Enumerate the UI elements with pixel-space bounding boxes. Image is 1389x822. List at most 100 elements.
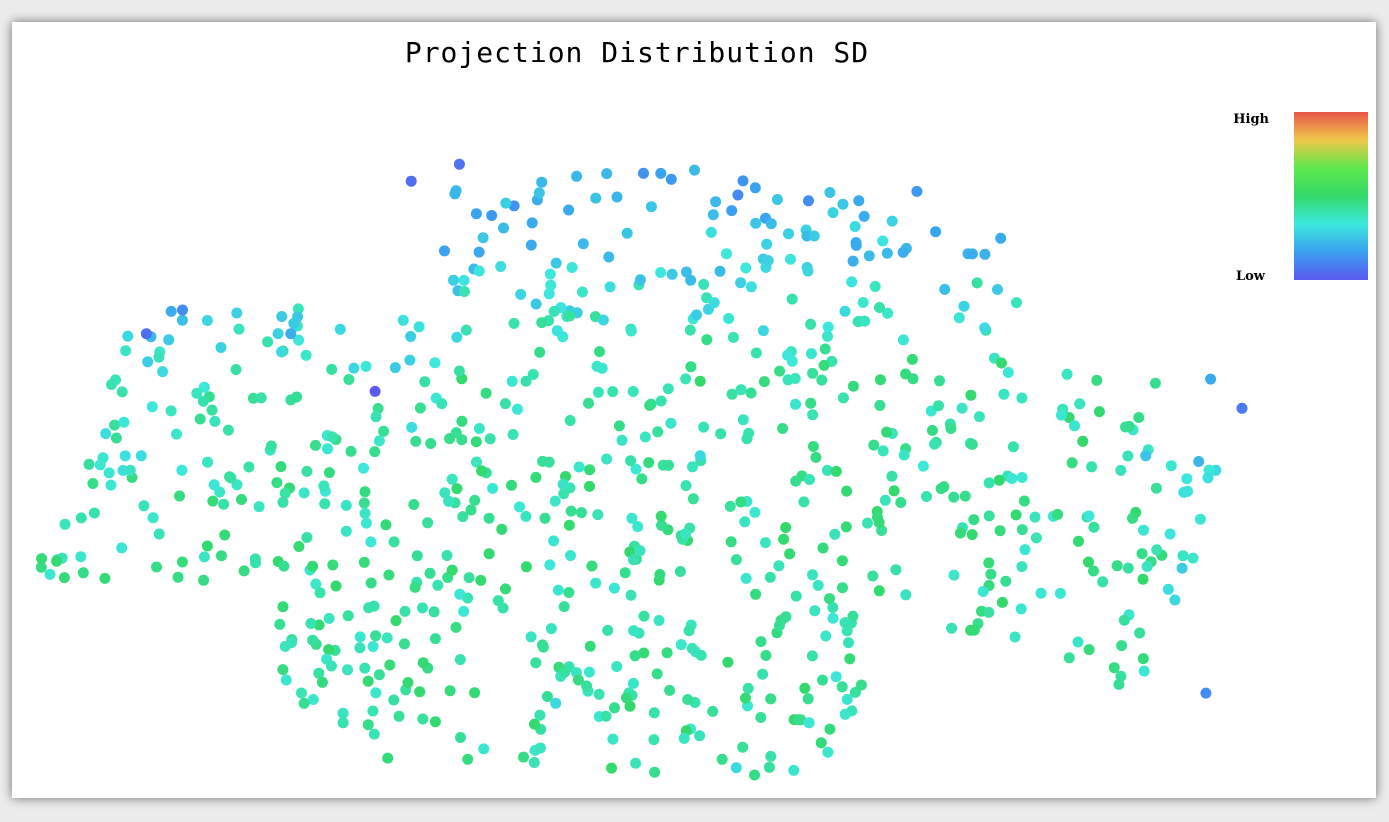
data-point-400 — [653, 615, 665, 626]
data-point-418 — [930, 226, 942, 238]
data-point-724 — [900, 368, 912, 380]
data-point-710 — [714, 265, 726, 277]
data-point-623 — [384, 659, 396, 671]
data-point-566 — [757, 325, 769, 337]
data-point-289 — [1030, 532, 1042, 544]
data-point-492 — [367, 705, 379, 717]
data-point-709 — [106, 379, 117, 390]
data-point-524 — [621, 227, 633, 239]
data-point-460 — [597, 314, 609, 326]
data-point-678 — [405, 331, 417, 342]
data-point-494 — [475, 574, 487, 586]
data-point-490 — [436, 398, 448, 410]
data-point-266 — [888, 485, 900, 497]
data-point-734 — [895, 497, 907, 508]
data-point-81 — [1029, 511, 1041, 523]
data-point-540 — [1136, 548, 1148, 560]
data-point-323 — [253, 501, 265, 513]
data-point-210 — [549, 495, 561, 507]
data-point-109 — [342, 610, 354, 622]
data-point-340 — [429, 357, 441, 369]
data-point-355 — [850, 239, 862, 251]
data-point-558 — [601, 168, 613, 180]
data-point-295 — [323, 644, 335, 656]
data-point-303 — [525, 631, 537, 643]
data-point-294 — [666, 268, 678, 280]
data-point-604 — [497, 602, 509, 614]
data-point-291 — [417, 602, 428, 614]
data-point-337 — [1000, 575, 1012, 587]
data-point-831 — [550, 697, 562, 709]
data-point-205 — [543, 288, 555, 300]
data-point-757 — [476, 465, 488, 477]
data-point-552 — [802, 265, 814, 277]
data-point-51 — [354, 642, 366, 654]
data-point-415 — [998, 388, 1010, 400]
data-point-281 — [829, 528, 841, 540]
data-point-236 — [1063, 652, 1075, 664]
data-point-227 — [1074, 398, 1086, 410]
data-point-226 — [726, 205, 738, 217]
data-point-750 — [457, 511, 469, 523]
data-point-321 — [1138, 524, 1149, 536]
data-point-425 — [803, 717, 815, 729]
data-point-530 — [275, 461, 287, 473]
data-point-742 — [740, 262, 752, 274]
data-point-814 — [563, 519, 575, 531]
data-point-176 — [608, 582, 620, 594]
data-point-122 — [165, 405, 177, 417]
data-point-93 — [163, 334, 175, 346]
data-point-756 — [689, 164, 700, 176]
data-point-63 — [138, 500, 150, 512]
data-point-483 — [600, 710, 612, 722]
data-point-513 — [745, 387, 757, 399]
data-point-554 — [498, 222, 509, 234]
data-point-398 — [87, 478, 99, 489]
data-point-2 — [571, 170, 583, 182]
data-point-349 — [934, 375, 945, 387]
data-point-338 — [1133, 412, 1145, 423]
data-point-255 — [1035, 587, 1047, 599]
data-point-376 — [470, 436, 482, 448]
data-point-683 — [1009, 631, 1021, 643]
data-point-131 — [487, 482, 499, 494]
data-point-435 — [678, 732, 690, 744]
data-point-515 — [663, 459, 674, 471]
data-point-617 — [774, 365, 786, 377]
data-point-691 — [1137, 573, 1149, 585]
data-point-450 — [705, 226, 717, 238]
data-point-56 — [956, 402, 968, 414]
data-point-280 — [1054, 587, 1066, 599]
data-point-103 — [1093, 406, 1105, 418]
data-point-86 — [994, 525, 1006, 537]
data-point-681 — [762, 255, 774, 267]
data-point-191 — [238, 565, 250, 577]
data-point-506 — [741, 433, 753, 445]
data-point-567 — [648, 734, 660, 746]
data-point-744 — [675, 639, 687, 651]
data-point-306 — [274, 618, 286, 630]
data-point-534 — [727, 331, 739, 343]
data-point-618 — [515, 288, 527, 300]
data-point-259 — [174, 490, 185, 502]
colorbar-legend: High Low — [1233, 112, 1368, 284]
data-point-350 — [506, 375, 518, 387]
data-point-608 — [456, 415, 468, 427]
data-point-636 — [1113, 678, 1125, 690]
data-point-377 — [408, 499, 420, 510]
data-point-200 — [105, 479, 117, 491]
data-point-299 — [551, 325, 563, 337]
data-point-414 — [992, 284, 1003, 295]
data-point-388 — [897, 334, 909, 346]
scatter-plot: Projection Distribution SD High Low — [35, 36, 1368, 781]
data-point-245 — [698, 421, 710, 433]
data-point-788 — [208, 479, 220, 491]
data-point-124 — [858, 210, 870, 222]
data-point-106 — [735, 384, 747, 396]
data-point-764 — [648, 707, 660, 719]
data-point-785 — [830, 465, 842, 477]
data-point-526 — [243, 461, 255, 473]
data-point-151 — [584, 464, 596, 476]
data-point-803 — [799, 682, 811, 694]
data-point-451 — [373, 435, 385, 447]
